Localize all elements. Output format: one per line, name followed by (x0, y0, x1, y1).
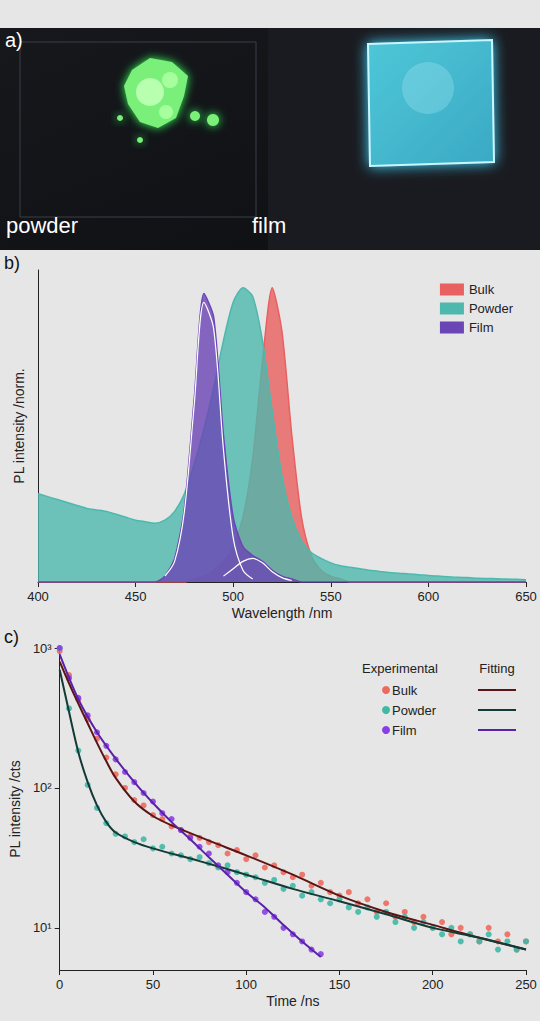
svg-text:550: 550 (320, 589, 342, 604)
svg-text:Film: Film (469, 320, 494, 335)
svg-text:10³: 10³ (33, 641, 52, 656)
svg-text:50: 50 (146, 977, 160, 992)
svg-text:10²: 10² (33, 780, 52, 795)
svg-text:450: 450 (125, 589, 147, 604)
svg-text:powder: powder (6, 213, 78, 238)
svg-text:Powder: Powder (469, 301, 514, 316)
svg-text:Film: Film (392, 723, 417, 738)
svg-text:Experimental: Experimental (362, 661, 438, 676)
svg-text:400: 400 (27, 589, 49, 604)
svg-text:600: 600 (418, 589, 440, 604)
svg-text:500: 500 (222, 589, 244, 604)
svg-text:650: 650 (515, 589, 537, 604)
svg-text:200: 200 (422, 977, 444, 992)
svg-text:150: 150 (329, 977, 351, 992)
svg-text:PL intensity /cts: PL intensity /cts (7, 760, 23, 858)
svg-text:Wavelength /nm: Wavelength /nm (232, 605, 333, 621)
svg-text:b): b) (4, 253, 20, 273)
svg-text:Bulk: Bulk (469, 282, 495, 297)
svg-text:250: 250 (515, 977, 537, 992)
svg-text:10¹: 10¹ (33, 920, 52, 935)
svg-text:Time /ns: Time /ns (266, 993, 319, 1009)
svg-text:Powder: Powder (392, 703, 437, 718)
svg-text:0: 0 (56, 977, 63, 992)
svg-text:c): c) (4, 627, 19, 647)
svg-text:100: 100 (235, 977, 257, 992)
svg-text:Bulk: Bulk (392, 683, 418, 698)
svg-text:PL intensity /norm.: PL intensity /norm. (11, 368, 27, 483)
svg-text:a): a) (5, 29, 23, 51)
svg-text:film: film (252, 213, 286, 238)
svg-text:Fitting: Fitting (479, 661, 514, 676)
